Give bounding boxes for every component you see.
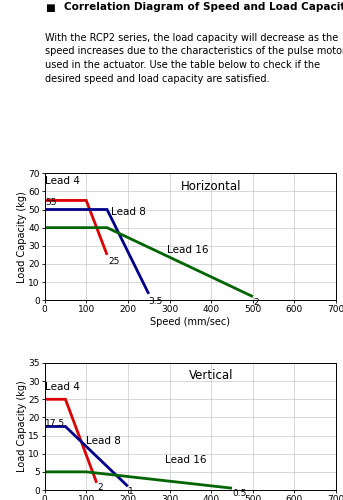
Text: 1: 1 [128, 487, 134, 496]
Text: Correlation Diagram of Speed and Load Capacity: Correlation Diagram of Speed and Load Ca… [63, 2, 343, 12]
Text: Lead 8: Lead 8 [111, 207, 146, 217]
Text: ■: ■ [45, 2, 54, 12]
Y-axis label: Load Capacity (kg): Load Capacity (kg) [17, 380, 27, 472]
Text: 3.5: 3.5 [149, 296, 163, 306]
Text: Vertical: Vertical [189, 370, 233, 382]
Text: 25: 25 [108, 256, 120, 266]
Text: 2: 2 [97, 484, 103, 492]
X-axis label: Speed (mm/sec): Speed (mm/sec) [150, 317, 230, 327]
Y-axis label: Load Capacity (kg): Load Capacity (kg) [17, 191, 27, 282]
Text: 55: 55 [45, 198, 57, 206]
Text: Lead 8: Lead 8 [86, 436, 121, 446]
Text: Lead 16: Lead 16 [167, 245, 209, 255]
Text: Lead 16: Lead 16 [165, 454, 207, 464]
Text: Lead 4: Lead 4 [45, 176, 80, 186]
Text: 17.5: 17.5 [45, 419, 66, 428]
Text: Lead 4: Lead 4 [45, 382, 80, 392]
Text: 0.5: 0.5 [233, 489, 247, 498]
Text: With the RCP2 series, the load capacity will decrease as the
speed increases due: With the RCP2 series, the load capacity … [45, 32, 343, 84]
Text: Horizontal: Horizontal [180, 180, 241, 192]
Text: 2: 2 [254, 298, 259, 306]
